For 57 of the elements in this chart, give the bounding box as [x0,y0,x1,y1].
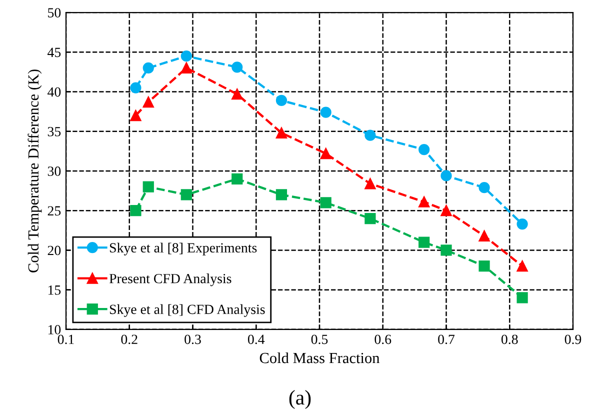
y-axis-title: Cold Temperature Difference (K) [28,70,42,272]
point [364,212,376,224]
y-tick-label: 25 [48,206,61,216]
point [320,106,332,118]
point [276,94,288,106]
point [180,50,192,62]
point [478,182,490,194]
y-tick-label: 35 [48,126,61,136]
legend-label: Present CFD Analysis [109,274,232,286]
y-tick-label: 20 [48,246,61,256]
point [478,260,490,272]
point [276,189,288,200]
y-tick-label: 30 [48,166,61,176]
point [232,173,243,184]
point [440,205,452,216]
y-tick-label: 45 [48,48,61,58]
x-tick-label: 0.3 [184,334,201,344]
point [320,197,332,208]
point [516,292,528,304]
point [142,96,154,108]
point [232,88,243,100]
point [142,62,154,74]
legend-label: Skye et al [8] Experiments [110,242,257,256]
y-tick-label: 40 [48,87,61,97]
x-tick-label: 0.6 [374,334,392,344]
x-tick-label: 0.7 [438,334,455,344]
point [418,144,430,156]
point [418,236,430,248]
text: (a) [289,390,311,409]
legend-label: Skye et al [8] CFD Analysis [110,304,265,317]
y-tick-label: 10 [48,325,61,334]
y-tick-label: 15 [48,285,61,295]
point [232,62,243,73]
point [364,178,376,190]
point [440,244,452,256]
x-tick-label: 0.4 [248,334,265,344]
x-tick-label: 0.2 [121,334,138,344]
point [180,62,192,74]
x-tick-label: 0.1 [58,334,74,344]
point [142,181,154,192]
point [478,230,490,242]
x-axis-title: Cold Mass Fraction [260,352,380,364]
x-tick-label: 0.9 [564,334,582,344]
point [180,189,192,200]
x-tick-label: 0.5 [311,334,328,344]
point [364,130,376,141]
point [130,205,142,216]
point [440,170,452,182]
point [516,260,528,272]
point [130,82,142,94]
point [276,127,288,138]
x-tick-label: 0.8 [501,334,518,344]
point [130,110,142,122]
y-tick-label: 50 [48,8,61,18]
point [320,148,332,160]
point [418,196,430,208]
point [516,218,528,230]
